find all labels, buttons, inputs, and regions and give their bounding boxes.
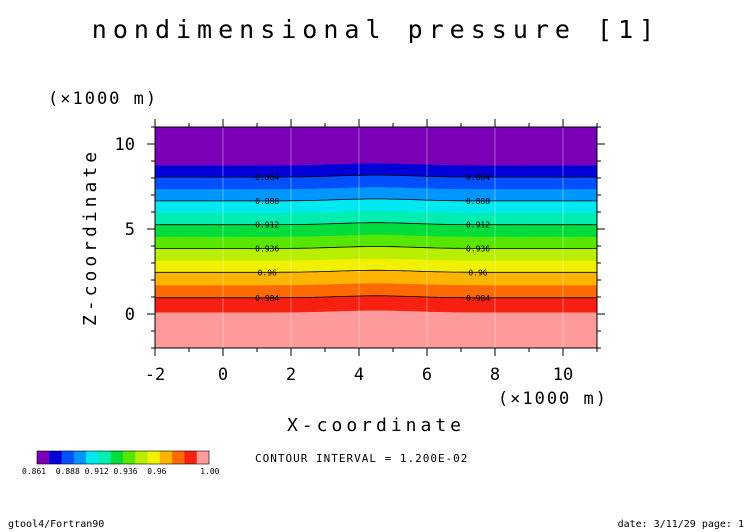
colorbar-swatch bbox=[61, 451, 75, 464]
contour-labels: 0.984 0.984 0.96 0.96 0.936 0.936 0.912 0.912 0.… bbox=[255, 173, 490, 303]
x-tick-label: -2 bbox=[145, 365, 165, 385]
contour-line bbox=[155, 269, 597, 273]
plot-frame bbox=[154, 126, 598, 349]
contour-line bbox=[155, 198, 597, 202]
x-tick-label: 0 bbox=[218, 365, 228, 385]
colorbar bbox=[36, 450, 210, 465]
y-tick-label: 0 bbox=[125, 305, 135, 325]
y-tick-label: 5 bbox=[125, 220, 135, 240]
colorbar-labels: 0.861 0.888 0.912 0.936 0.96 1.00 bbox=[22, 467, 220, 476]
x-axis-ticks: -2 0 2 4 6 8 10 bbox=[145, 119, 598, 385]
y-axis-label: Z-coordinate bbox=[80, 148, 101, 326]
x-tick-label: 6 bbox=[422, 365, 432, 385]
colorbar-swatch bbox=[49, 451, 62, 464]
colorbar-swatch bbox=[98, 451, 112, 464]
footer-right: date: 3/11/29 page: 1 bbox=[618, 519, 744, 530]
contour-label: 0.936 bbox=[466, 244, 490, 253]
x-tick-label: 8 bbox=[490, 365, 500, 385]
contour-label: 0.864 bbox=[466, 173, 490, 182]
grid-lines bbox=[222, 127, 564, 348]
y-tick-label: 10 bbox=[115, 135, 135, 155]
x-unit-label: (×1000 m) bbox=[498, 389, 608, 409]
footer-left: gtool4/Fortran90 bbox=[8, 519, 104, 530]
contour-line bbox=[155, 295, 597, 299]
x-tick-label: 10 bbox=[553, 365, 573, 385]
y-axis-ticks: 0 5 10 bbox=[115, 126, 605, 349]
contour-label: 0.888 bbox=[466, 197, 490, 206]
colorbar-swatch bbox=[86, 451, 99, 464]
color-bands bbox=[154, 126, 598, 349]
colorbar-swatch bbox=[159, 451, 173, 464]
contour-label: 0.912 bbox=[466, 221, 490, 230]
chart-title: nondimensional pressure [1] bbox=[92, 15, 660, 44]
colorbar-swatch bbox=[123, 451, 136, 464]
contour-label: 0.936 bbox=[255, 245, 279, 254]
color-band bbox=[154, 126, 598, 166]
contour-label: 0.888 bbox=[255, 197, 279, 206]
contour-label: 0.984 bbox=[255, 294, 279, 303]
colorbar-swatch bbox=[196, 451, 210, 464]
contour-lines bbox=[155, 174, 597, 299]
color-band bbox=[154, 295, 598, 313]
contour-label: 0.96 bbox=[468, 268, 487, 277]
contour-line bbox=[155, 222, 597, 226]
y-unit-label: (×1000 m) bbox=[48, 89, 158, 109]
colorbar-swatch bbox=[184, 451, 198, 464]
colorbar-swatch bbox=[110, 451, 124, 464]
x-tick-label: 4 bbox=[354, 365, 364, 385]
x-axis-label: X-coordinate bbox=[287, 415, 465, 436]
color-band bbox=[154, 310, 598, 349]
contour-label: 0.864 bbox=[255, 173, 279, 182]
contour-label: 0.96 bbox=[258, 268, 277, 277]
colorbar-swatch bbox=[37, 451, 50, 464]
contour-line bbox=[155, 246, 597, 249]
colorbar-swatch bbox=[135, 451, 148, 464]
colorbar-frame bbox=[36, 450, 210, 465]
contour-line bbox=[155, 174, 597, 178]
colorbar-swatch bbox=[172, 451, 185, 464]
colorbar-swatch bbox=[147, 451, 161, 464]
x-tick-label: 2 bbox=[286, 365, 296, 385]
contour-label: 0.912 bbox=[255, 221, 279, 230]
contour-interval-text: CONTOUR INTERVAL = 1.200E-02 bbox=[255, 452, 468, 465]
colorbar-swatch bbox=[73, 451, 87, 464]
contour-label: 0.984 bbox=[466, 294, 490, 303]
